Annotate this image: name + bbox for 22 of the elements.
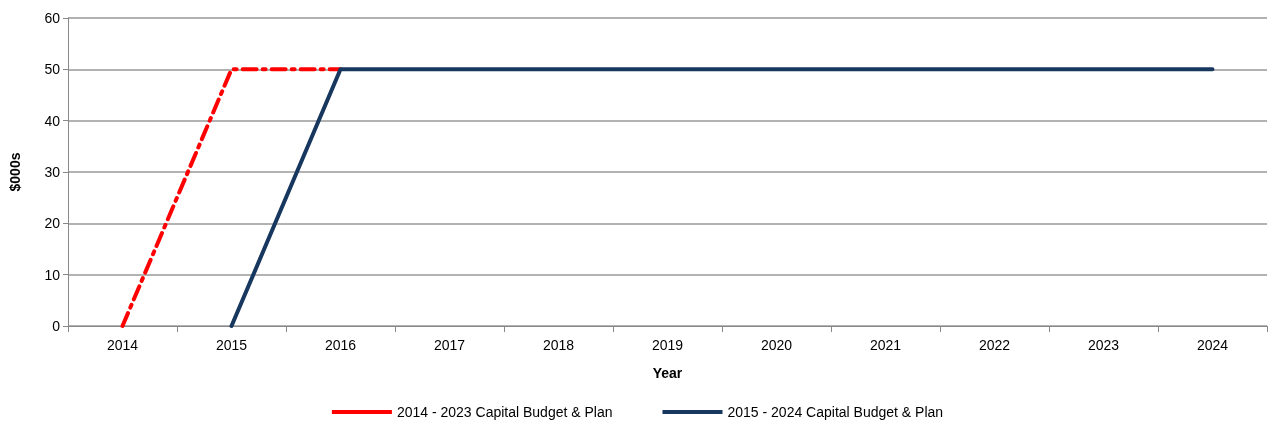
y-tick-label: 10: [44, 266, 61, 283]
x-tick-label: 2014: [106, 337, 139, 353]
legend-label: 2015 - 2024 Capital Budget & Plan: [727, 404, 944, 420]
x-tick-label: 2021: [869, 337, 902, 353]
x-tick-label: 2020: [760, 337, 793, 353]
x-axis-title: Year: [652, 365, 683, 381]
y-tick-label: 20: [44, 215, 61, 232]
y-tick-label: 30: [44, 164, 61, 180]
y-tick-label: 0: [52, 318, 61, 334]
x-tick-label: 2023: [1087, 337, 1120, 353]
x-tick-label: 2017: [433, 337, 466, 353]
x-tick-label: 2022: [978, 337, 1011, 353]
legend-label: 2014 - 2023 Capital Budget & Plan: [396, 404, 613, 420]
y-tick-label: 50: [44, 61, 61, 78]
x-tick-label: 2024: [1196, 337, 1229, 353]
x-tick-label: 2016: [324, 337, 357, 353]
y-tick-label: 60: [44, 10, 61, 26]
x-tick-label: 2018: [542, 337, 575, 353]
y-axis-title: $000s: [7, 152, 23, 192]
y-tick-label: 40: [44, 112, 61, 129]
x-tick-label: 2019: [651, 337, 684, 353]
x-tick-label: 2015: [215, 337, 248, 353]
